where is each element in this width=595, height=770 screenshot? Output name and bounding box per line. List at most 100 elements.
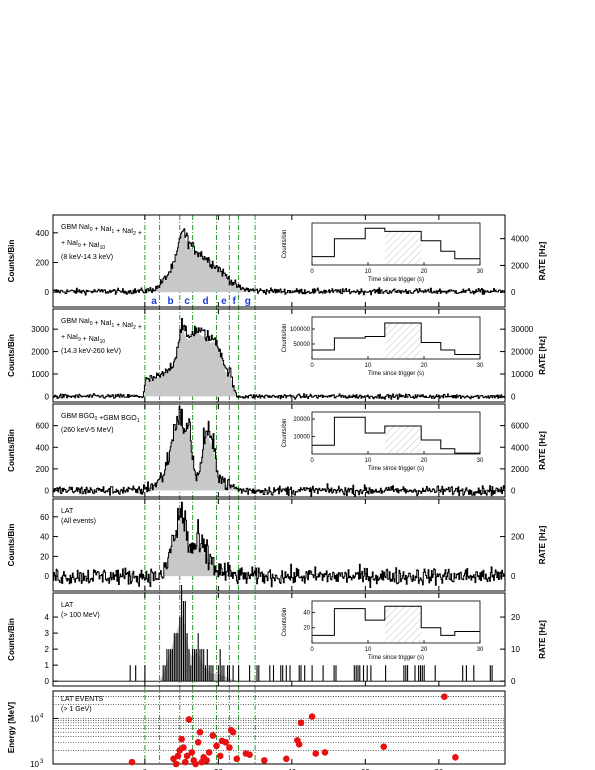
inset-ytick-label-0: 50000 [293, 342, 310, 348]
events-ytick-label-1: 10 [30, 714, 39, 723]
xtick-label-2: 40 [287, 768, 296, 770]
panel-1-label-sub: 9 [78, 243, 81, 249]
event-point-20 [213, 742, 220, 750]
panel-2-rtick-label-3: 30000 [511, 325, 534, 334]
panel-2-label-seg: + [136, 324, 142, 331]
inset-ytick-label-1: 100000 [290, 327, 311, 333]
panel-2-label-seg: GBM NaI [61, 318, 90, 325]
panel-3-rtick-label-2: 4000 [511, 443, 529, 452]
xtick-label-0: 0 [143, 768, 148, 770]
panel-5-ytick-label-3: 3 [45, 629, 50, 638]
event-point-2 [172, 760, 180, 768]
panel-5-inset: 0 10 20 30 Time since trigger (s) 20 40 Counts/… [282, 600, 484, 661]
panel-5-rtick-label-1: 10 [511, 645, 520, 654]
panel-4-ytick-label-2: 40 [40, 533, 49, 542]
panel-2-inset-hatch [384, 323, 422, 359]
inset-ylabel: Counts/bin [282, 230, 288, 259]
panel-5-ytick-label-2: 2 [45, 645, 50, 654]
panel-1-frame [52, 214, 506, 308]
inset-xtick-label-3: 30 [477, 647, 484, 653]
panel-3-lightcurve [53, 405, 506, 498]
panel-1-inset-step [312, 227, 480, 260]
panel-4-label: LAT (All events) [61, 508, 96, 525]
panel-5-ytick-label-1: 1 [45, 661, 50, 670]
panel-2-rtick-label-0: 0 [511, 392, 516, 401]
panel-1-ytick-label-2: 400 [36, 229, 50, 238]
panel-2-ytick-label-3: 3000 [31, 325, 49, 334]
panel-1-label-seg: + NaI [93, 226, 112, 233]
panel-3-ytick-label-1: 200 [36, 465, 50, 474]
interval-label-c: c [184, 296, 190, 307]
inset-xtick-label-3: 30 [477, 363, 484, 369]
event-point-14 [196, 728, 204, 736]
panel-5-label-seg: LAT [61, 602, 74, 609]
panel-5-inset-step [311, 605, 480, 636]
panel-5-label: LAT (> 100 MeV) [61, 602, 100, 619]
panel-4-rlabel: RATE [Hz] [538, 525, 547, 564]
inset-xlabel: Time since trigger (s) [368, 655, 424, 661]
inset-ylabel: Counts/bin [282, 608, 288, 637]
interval-label-b: b [168, 296, 174, 307]
event-point-29 [246, 751, 253, 758]
interval-label-a: a [151, 296, 157, 307]
panel-2-lightcurve [53, 318, 506, 400]
panel-1-lightcurve [53, 228, 506, 296]
inset-xlabel: Time since trigger (s) [368, 466, 424, 472]
panel-3-ytick-label-2: 400 [36, 443, 50, 452]
panel-4-rtick-label-1: 200 [511, 533, 525, 542]
panel-5-frame [52, 592, 506, 687]
panel-2-label-seg: + NaI [81, 336, 100, 343]
panel-1-label-seg: + NaI [81, 242, 100, 249]
inset-xtick-label-3: 30 [477, 269, 484, 275]
event-point-33 [295, 741, 303, 748]
inset-xtick-label-2: 20 [421, 269, 428, 275]
event-point-8 [183, 752, 191, 760]
event-point-12 [192, 760, 199, 768]
panel-2-ytick-label-2: 2000 [31, 348, 49, 357]
xtick-label-4: 80 [434, 768, 443, 770]
panel-3-rtick-label-0: 0 [511, 487, 516, 496]
event-point-31 [283, 755, 290, 763]
events-ytick-exponent-0: 3 [40, 759, 44, 765]
panel-3-inset-step [311, 416, 480, 454]
panel-2-label-seg: + NaI [61, 334, 78, 341]
inset-ylabel: Counts/bin [282, 419, 288, 448]
panel-5-bar-path [129, 585, 493, 682]
panel-1-label-seg: (8 keV-14.3 keV) [61, 254, 113, 261]
inset-xtick-label-2: 20 [421, 647, 428, 653]
interval-label-e: e [221, 296, 227, 307]
event-point-38 [380, 743, 388, 750]
panel-4-label-seg: LAT [61, 508, 74, 515]
panel-4-frame [52, 498, 506, 592]
inset-xlabel: Time since trigger (s) [368, 371, 424, 377]
panel-2-rlabel: RATE [Hz] [538, 336, 547, 375]
panel-2-label-seg: + NaI [114, 322, 133, 329]
panel-3-label-sub: 0 [94, 416, 97, 422]
panel-2-ytick-label-1: 1000 [31, 370, 49, 379]
panel-1-label-seg: + [136, 230, 142, 237]
event-point-18 [205, 749, 213, 756]
panel-1-label-sub: 10 [100, 245, 106, 251]
inset-xtick-label-0: 0 [310, 363, 314, 369]
panel-5-rtick-label-0: 0 [511, 677, 516, 686]
event-point-24 [226, 744, 233, 751]
interval-label-f: f [232, 296, 236, 307]
panel-2-ytick-label-0: 0 [45, 392, 50, 401]
panel-3-label-seg: GBM BGO [61, 413, 95, 420]
panel-2-inset: 0 10 20 30 Time since trigger (s) 50000 100000… [282, 316, 484, 377]
xtick-label-1: 20 [214, 768, 223, 770]
panel-1-ylabel: Counts/Bin [7, 240, 16, 283]
events-label-line2: (> 1 GeV) [61, 706, 92, 713]
event-point-40 [452, 754, 459, 761]
panel-5-ytick-label-4: 4 [45, 613, 50, 622]
panel-5-ylabel: Counts/Bin [7, 618, 16, 661]
interval-label-d: d [202, 296, 208, 307]
panel-2-ylabel: Counts/Bin [7, 334, 16, 377]
events-ytick-label-0: 10 [30, 760, 39, 769]
panel-1-ytick-label-1: 200 [36, 258, 50, 267]
inset-xtick-label-0: 0 [310, 647, 314, 653]
